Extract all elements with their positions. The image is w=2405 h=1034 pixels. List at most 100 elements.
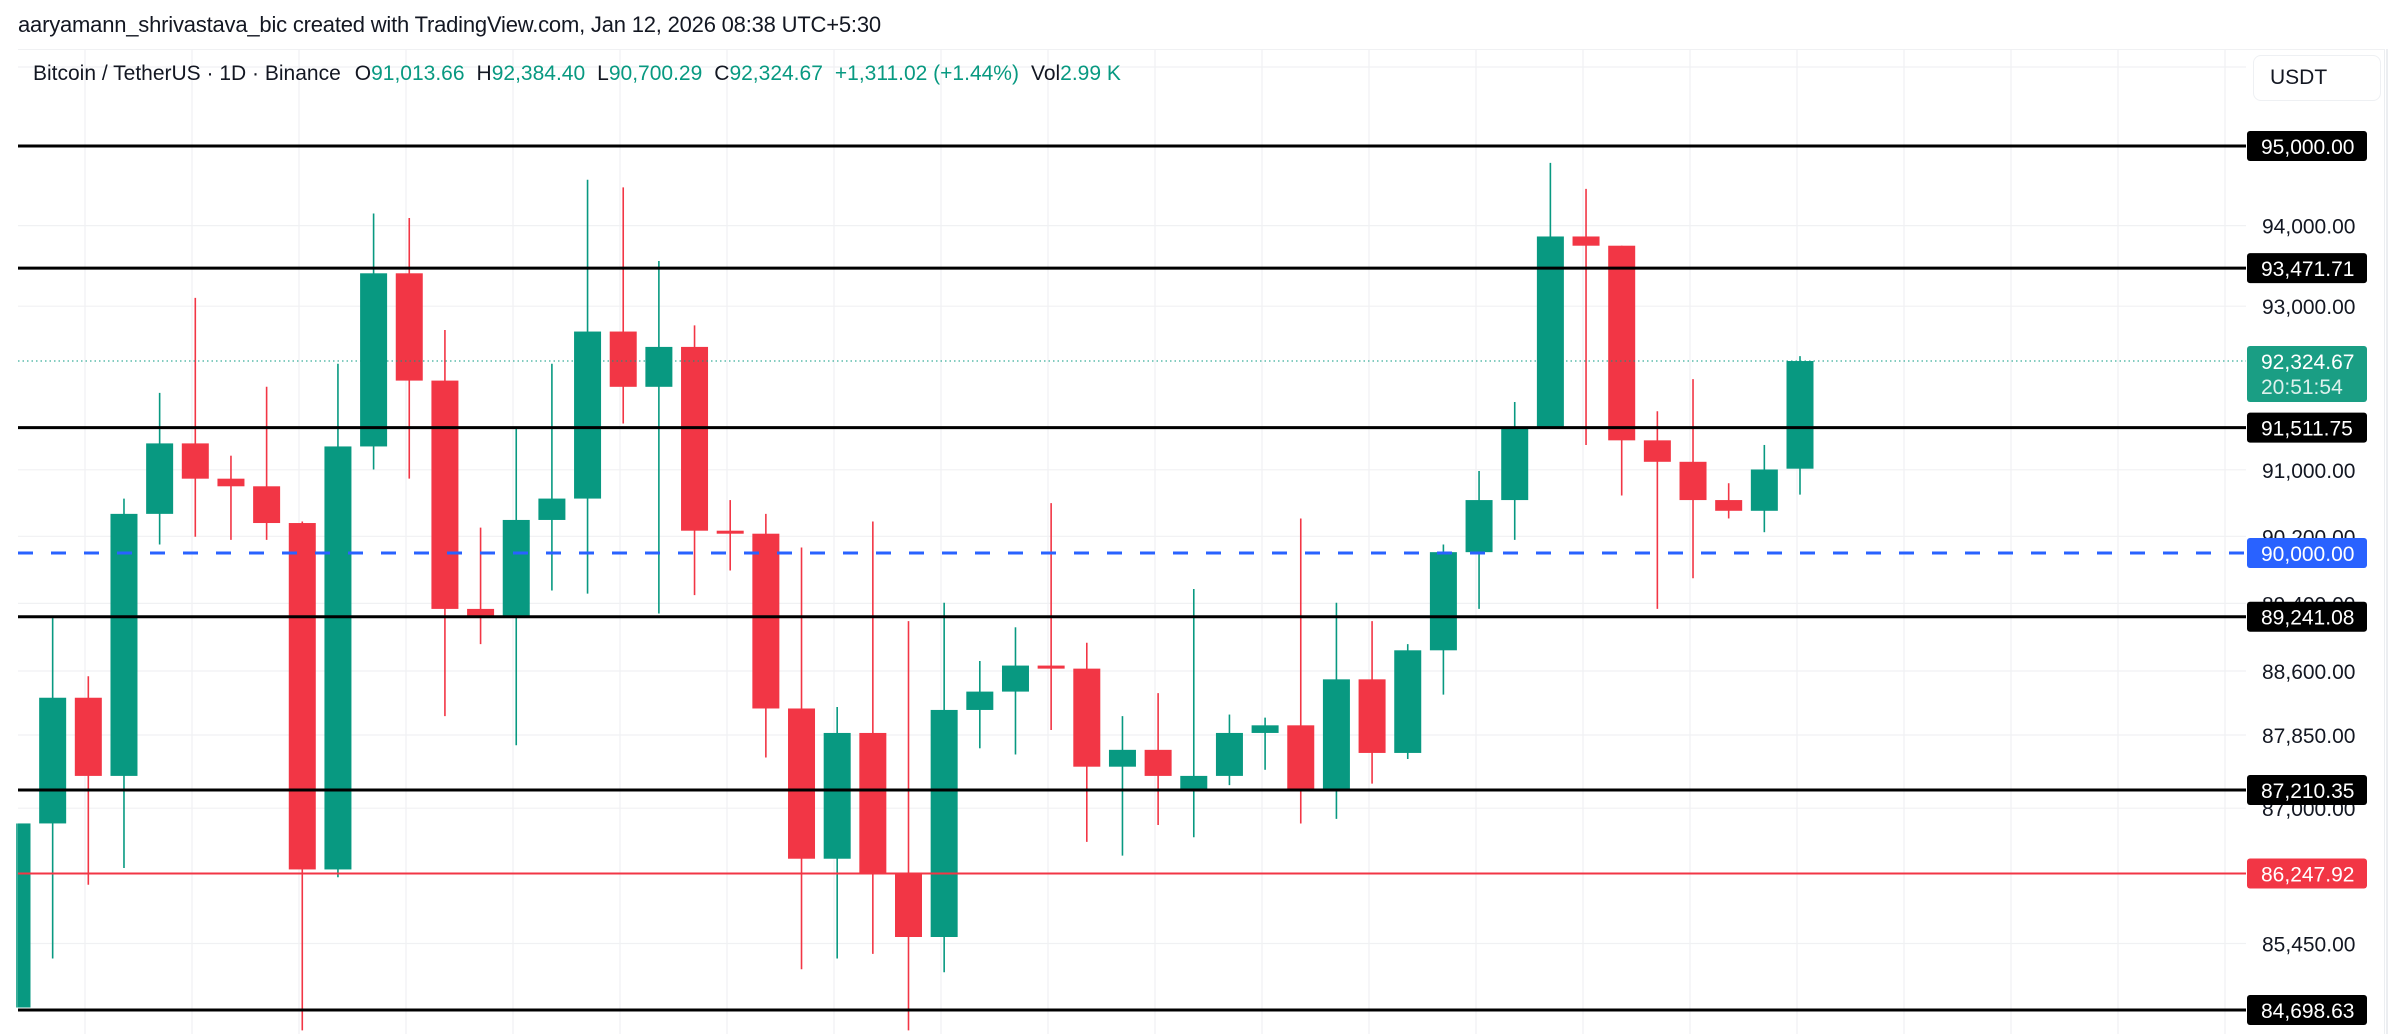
candle-up[interactable]: [1394, 644, 1422, 760]
candle-down[interactable]: [716, 500, 744, 571]
candle-up[interactable]: [645, 260, 673, 614]
candle-body: [1679, 461, 1707, 501]
candle-down[interactable]: [1144, 693, 1172, 825]
candle-down[interactable]: [431, 330, 459, 717]
candle-body: [1786, 361, 1814, 469]
candle-down[interactable]: [467, 527, 495, 645]
candle-down[interactable]: [1287, 518, 1315, 824]
candle-up[interactable]: [110, 498, 138, 868]
candle-down[interactable]: [1608, 245, 1636, 496]
candle-body: [324, 446, 352, 870]
candle-up[interactable]: [538, 363, 566, 591]
candle-down[interactable]: [288, 521, 316, 1031]
candle-body: [74, 697, 102, 776]
price-axis-tick-label: 91,000.00: [2262, 460, 2355, 483]
candle-down[interactable]: [681, 325, 709, 596]
candle-body: [1715, 500, 1743, 511]
price-level-tag-label: 84,698.63: [2261, 1000, 2354, 1023]
candle-body: [752, 533, 780, 709]
candle-down[interactable]: [395, 218, 423, 479]
price-axis-tick-label: 94,000.00: [2262, 216, 2355, 239]
candle-body: [1536, 236, 1564, 427]
candle-body: [930, 709, 958, 938]
candle-body: [502, 519, 530, 617]
candle-up[interactable]: [930, 602, 958, 973]
candle-down[interactable]: [253, 386, 281, 540]
high-label: H: [476, 62, 492, 85]
candle-up[interactable]: [1322, 602, 1350, 819]
candle-body: [1465, 500, 1493, 553]
candle-up[interactable]: [966, 660, 994, 749]
change-value: +1,311.02 (+1.44%): [834, 62, 1019, 85]
candle-up[interactable]: [1786, 356, 1814, 495]
candle-up[interactable]: [324, 363, 352, 878]
candle-down[interactable]: [752, 513, 780, 758]
price-axis-tick-label: 93,000.00: [2262, 296, 2355, 319]
candle-down[interactable]: [788, 547, 816, 970]
candle-down[interactable]: [859, 521, 887, 954]
price-level-tag[interactable]: [2247, 775, 2367, 806]
price-level-tag[interactable]: [2247, 995, 2367, 1025]
volume-label: Vol: [1030, 62, 1061, 85]
candle-up[interactable]: [1536, 162, 1564, 427]
candle-up[interactable]: [1215, 714, 1243, 786]
candle-up[interactable]: [39, 618, 67, 959]
candle-body: [1287, 725, 1315, 790]
candle-up[interactable]: [360, 213, 388, 470]
candle-up[interactable]: [16, 823, 31, 1008]
price-level-tag[interactable]: [2247, 253, 2367, 284]
candle-down[interactable]: [217, 455, 245, 540]
candle-down[interactable]: [74, 676, 102, 885]
candle-down[interactable]: [895, 621, 922, 1031]
symbol-title[interactable]: Bitcoin / TetherUS · 1D · Binance: [33, 62, 341, 85]
low-label: L: [597, 62, 609, 85]
candle-up[interactable]: [1108, 716, 1136, 856]
price-level-tag[interactable]: [2247, 537, 2367, 568]
candle-up[interactable]: [1251, 717, 1279, 770]
candle-up[interactable]: [823, 706, 851, 959]
candle-down[interactable]: [1358, 621, 1386, 784]
candle-body: [1643, 440, 1671, 462]
low-value: 90,700.29: [608, 62, 703, 85]
price-level-tag[interactable]: [2247, 412, 2367, 443]
candle-down[interactable]: [1715, 483, 1743, 519]
candle-up[interactable]: [1465, 470, 1493, 609]
candle-up[interactable]: [1429, 544, 1457, 695]
candle-down[interactable]: [609, 187, 637, 424]
candle-up[interactable]: [146, 392, 174, 545]
price-level-tag[interactable]: [2247, 131, 2367, 161]
price-level-tag-label: 89,241.08: [2261, 607, 2354, 630]
chart-pane[interactable]: [18, 49, 2385, 1034]
candle-up[interactable]: [1750, 444, 1778, 533]
candle-down[interactable]: [1073, 642, 1101, 842]
chart-credit: aaryamann_shrivastava_bic created with T…: [18, 12, 881, 37]
candle-body: [360, 273, 388, 447]
open-value: 91,013.66: [371, 62, 465, 85]
candle-down[interactable]: [181, 297, 209, 537]
candle-body: [716, 530, 744, 534]
candle-up[interactable]: [1501, 402, 1529, 540]
candle-up[interactable]: [1001, 627, 1029, 755]
price-axis-tick-label: 88,600.00: [2262, 661, 2355, 684]
candle-body: [788, 708, 816, 859]
price-level-tag[interactable]: [2247, 858, 2367, 889]
candle-up[interactable]: [574, 179, 602, 594]
last-price-tag: [2247, 346, 2367, 403]
price-axis-tick-label: 85,450.00: [2262, 934, 2355, 957]
candle-body: [1750, 469, 1778, 511]
candle-down[interactable]: [1679, 379, 1707, 579]
candle-up[interactable]: [1180, 588, 1208, 838]
candle-down[interactable]: [1643, 411, 1671, 609]
candle-up[interactable]: [502, 428, 530, 746]
volume-value: 2.99 K: [1060, 62, 1121, 85]
candle-body: [1215, 732, 1243, 776]
candle-down[interactable]: [1572, 188, 1600, 445]
candle-body: [431, 380, 459, 609]
currency-unit-button[interactable]: USDT: [2253, 55, 2381, 101]
candle-body: [395, 273, 423, 381]
candle-body: [645, 346, 673, 387]
price-level-tag[interactable]: [2247, 601, 2367, 632]
candle-body: [181, 443, 209, 479]
candle-body: [895, 874, 922, 938]
